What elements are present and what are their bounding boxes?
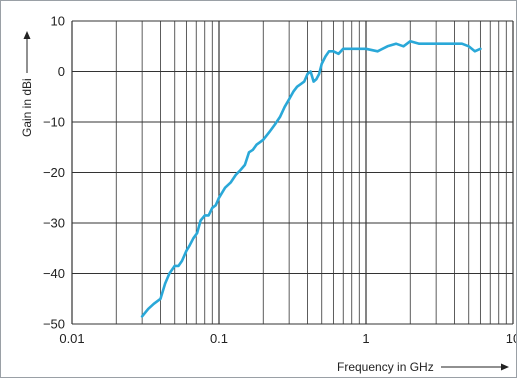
- gain-data-point: [346, 47, 349, 50]
- gain-data-point: [199, 219, 202, 222]
- gain-data-point: [218, 196, 220, 199]
- gain-data-point: [296, 85, 299, 88]
- y-tick-label: −30: [43, 216, 65, 231]
- gain-data-point: [173, 265, 176, 267]
- gain-data-point: [207, 214, 210, 217]
- x-tick-label: 0.1: [210, 331, 228, 346]
- y-axis-arrow-head: [23, 31, 31, 39]
- gain-data-point: [255, 143, 258, 146]
- gain-data-point: [395, 42, 397, 45]
- gain-data-point: [248, 151, 250, 154]
- gain-data-point: [141, 315, 144, 318]
- x-tick-label: 10: [506, 331, 516, 346]
- gain-data-point: [318, 73, 321, 75]
- gain-data-point: [273, 123, 276, 126]
- gain-data-point: [259, 141, 261, 144]
- gain-data-point: [402, 45, 405, 48]
- gain-data-point: [342, 47, 345, 50]
- gain-data-point: [262, 138, 265, 141]
- gain-data-point: [152, 302, 155, 305]
- gain-data-point: [426, 42, 428, 45]
- gain-data-point: [303, 80, 306, 83]
- gain-data-point: [332, 50, 335, 53]
- y-axis-label: Gain in dBi: [20, 78, 34, 137]
- gain-data-point: [312, 80, 315, 83]
- gain-data-point: [177, 265, 180, 267]
- gain-data-point: [283, 105, 286, 108]
- gain-data-point: [229, 181, 232, 184]
- gain-data-point: [251, 148, 254, 151]
- gain-data-point: [309, 70, 312, 73]
- grid: [71, 20, 514, 325]
- gain-data-point: [211, 206, 214, 209]
- gain-data-point: [461, 42, 463, 45]
- gain-data-point: [376, 50, 379, 53]
- x-tick-label: 0.01: [59, 331, 84, 346]
- y-tick-label: 0: [58, 64, 65, 79]
- x-tick-label: 1: [362, 331, 369, 346]
- gain-data-point: [315, 78, 318, 80]
- gain-data-point: [299, 83, 302, 86]
- y-tick-label: −50: [43, 317, 65, 332]
- series-group: [140, 39, 482, 318]
- gain-data-point: [159, 297, 162, 300]
- gain-data-point: [243, 164, 246, 166]
- gain-data-point: [473, 50, 476, 53]
- gain-data-point: [164, 282, 167, 285]
- gain-data-point: [324, 55, 327, 58]
- gain-data-point: [147, 307, 150, 310]
- x-axis-label: Frequency in GHz: [337, 360, 434, 374]
- y-tick-label: 10: [51, 14, 65, 29]
- gain-data-point: [196, 232, 199, 235]
- gain-data-point: [467, 45, 470, 48]
- gain-data-point: [234, 174, 237, 176]
- gain-data-point: [239, 169, 242, 171]
- gain-data-point: [409, 40, 412, 43]
- gain-data-point: [292, 90, 295, 93]
- gain-data-point: [320, 63, 323, 65]
- y-tick-label: −10: [43, 115, 65, 130]
- gain-data-point: [453, 42, 456, 45]
- gain-data-point: [358, 47, 361, 50]
- gain-data-point: [435, 42, 438, 45]
- gain-data-point: [224, 186, 226, 189]
- gain-data-point: [479, 47, 482, 50]
- gain-data-point: [279, 116, 281, 118]
- gain-data-point: [214, 204, 217, 207]
- gain-data-point: [306, 73, 309, 75]
- gain-data-point: [386, 45, 389, 48]
- gain-data-point: [268, 131, 271, 134]
- gain-data-point: [188, 244, 191, 247]
- gain-data-point: [185, 249, 188, 252]
- gain-data-point: [192, 237, 195, 240]
- gain-data-point: [181, 259, 183, 262]
- gain-data-point: [337, 52, 340, 55]
- x-axis-arrow-head: [501, 363, 509, 371]
- gain-data-point: [418, 42, 421, 45]
- y-tick-label: −20: [43, 165, 65, 180]
- gain-data-point: [328, 50, 330, 53]
- y-tick-label: −40: [43, 266, 65, 281]
- gain-data-point: [350, 47, 353, 50]
- gain-data-point: [365, 47, 367, 50]
- gain-data-point: [168, 272, 171, 275]
- gain-data-point: [203, 214, 206, 217]
- gain-data-point: [445, 42, 447, 45]
- gain-data-point: [288, 98, 291, 101]
- tick-labels: 0.01 0.1 1 10 10 0 −10 −20 −30 −40 −50: [43, 14, 516, 347]
